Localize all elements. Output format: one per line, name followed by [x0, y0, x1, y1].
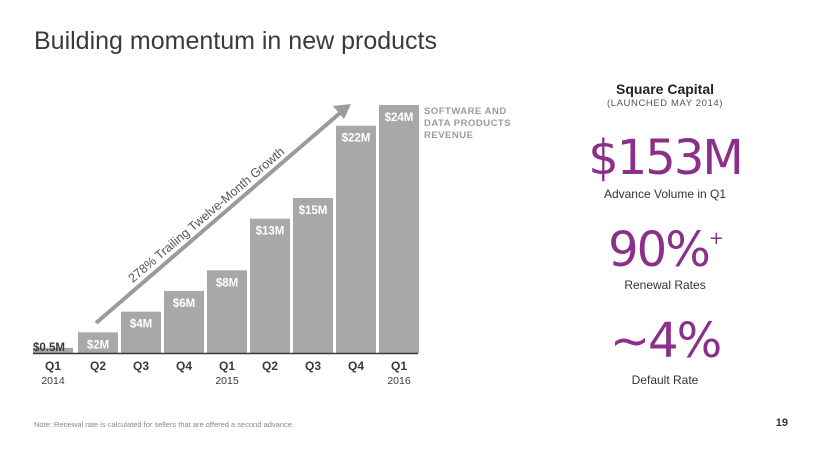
renewal-rate-value: 90%: [608, 222, 711, 278]
category-label-6: Q3: [305, 359, 321, 373]
labels-layer: $0.5M Q1 2014 $2M Q2 $4M Q3 $6M Q4 $8M Q1 2015 $13M Q…: [33, 112, 413, 387]
category-label-1: Q2: [90, 359, 106, 373]
bar-0: [33, 347, 73, 353]
default-rate-stat: ~4%: [560, 313, 770, 369]
category-label-7: Q4: [348, 359, 364, 373]
growth-arrow-shaft: [94, 111, 342, 325]
renewal-rate-stat: 90%+: [560, 222, 770, 278]
advance-volume-stat: $153M: [560, 130, 770, 186]
bar-value-label-2: $4M: [130, 319, 152, 331]
bar-6: [293, 198, 333, 353]
footnote: Note: Renewal rate is calculated for sel…: [34, 420, 295, 429]
bar-value-label-0: $0.5M: [33, 342, 65, 354]
capital-title: Square Capital: [615, 81, 715, 97]
year-label-8: 2016: [387, 375, 411, 387]
bar-value-label-6: $15M: [299, 205, 328, 217]
page-number: 19: [775, 417, 788, 429]
bar-7: [336, 125, 376, 354]
capital-subtitle: (LAUNCHED MAY 2014): [606, 98, 724, 109]
category-label-8: Q1: [391, 359, 407, 373]
bar-2: [121, 311, 161, 353]
category-label-3: Q4: [176, 359, 192, 373]
slide-title: Building momentum in new products: [34, 27, 437, 55]
revenue-bar-chart: $0.5M Q1 2014 $2M Q2 $4M Q3 $6M Q4 $8M Q1 2015 $13M Q…: [33, 104, 511, 387]
legend-line-3: REVENUE: [424, 130, 473, 141]
year-label-0: 2014: [41, 375, 65, 387]
category-label-4: Q1: [219, 359, 235, 373]
legend-line-1: SOFTWARE AND: [424, 106, 507, 117]
default-rate-caption: Default Rate: [631, 373, 699, 387]
advance-volume-caption: Advance Volume in Q1: [603, 187, 727, 201]
chart-legend: SOFTWARE AND DATA PRODUCTS REVENUE: [424, 106, 511, 141]
advance-volume-value: $153M: [588, 130, 744, 186]
bar-3: [164, 291, 204, 353]
category-label-5: Q2: [262, 359, 278, 373]
growth-arrow-head: [333, 104, 351, 119]
bar-value-label-5: $13M: [256, 226, 285, 238]
bar-5: [250, 218, 290, 353]
renewal-rate-plus: +: [708, 228, 724, 249]
bar-4: [207, 270, 247, 353]
bar-value-label-3: $6M: [173, 298, 195, 310]
default-rate-value: ~4%: [609, 313, 722, 369]
bars-layer: [33, 105, 419, 354]
bar-value-label-8: $24M: [385, 112, 414, 124]
legend-line-2: DATA PRODUCTS: [424, 118, 511, 129]
growth-arrow: [94, 104, 351, 325]
bar-value-label-1: $2M: [87, 339, 109, 351]
year-label-4: 2015: [215, 375, 239, 387]
bar-1: [78, 332, 118, 353]
category-label-0: Q1: [45, 359, 61, 373]
category-label-2: Q3: [133, 359, 149, 373]
renewal-rate-caption: Renewal Rates: [624, 278, 706, 292]
bar-8: [379, 105, 419, 353]
bar-value-label-4: $8M: [216, 277, 238, 289]
bar-value-label-7: $22M: [342, 133, 371, 145]
